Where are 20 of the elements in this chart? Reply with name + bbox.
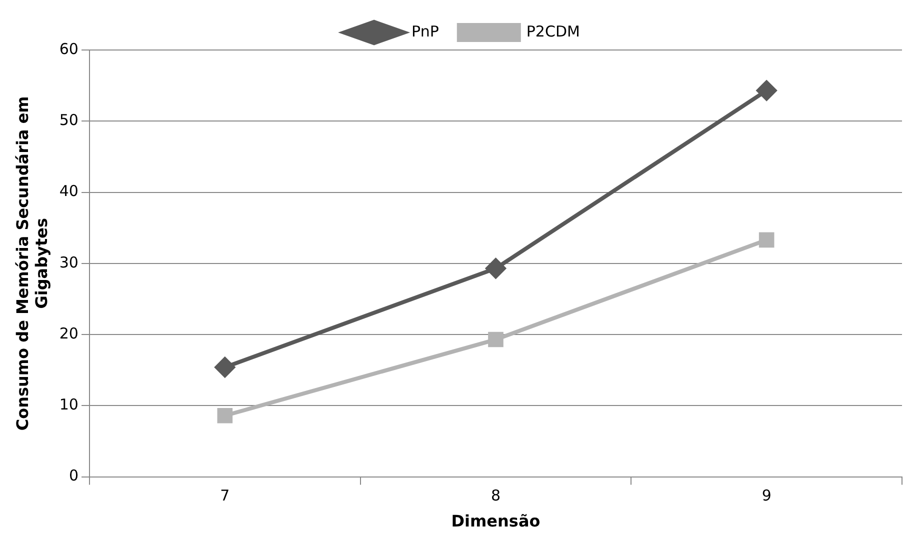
y-tick-label: 60 <box>59 40 78 58</box>
point <box>486 258 506 278</box>
point <box>756 80 777 101</box>
x-tick-label: 8 <box>490 486 501 505</box>
y-tick-label: 10 <box>59 396 78 414</box>
y-tick-label: 30 <box>59 253 78 272</box>
point <box>217 408 233 424</box>
x-axis-title: Dimensão <box>451 512 540 531</box>
legend-label: P2CDM <box>526 22 580 40</box>
y-tick-label: 50 <box>59 111 78 130</box>
y-tick-label: 0 <box>68 466 78 485</box>
legend-label: PnP <box>412 22 439 40</box>
y-axis-title: Consumo de Memória Secundária em Gigabytes <box>12 96 51 431</box>
y-tick-label: 40 <box>59 182 78 200</box>
point <box>214 357 235 378</box>
point <box>758 232 774 248</box>
x-tick-label: 7 <box>220 486 230 505</box>
y-tick-label: 20 <box>59 324 78 342</box>
x-tick-label: 9 <box>762 486 772 505</box>
point <box>488 332 504 348</box>
